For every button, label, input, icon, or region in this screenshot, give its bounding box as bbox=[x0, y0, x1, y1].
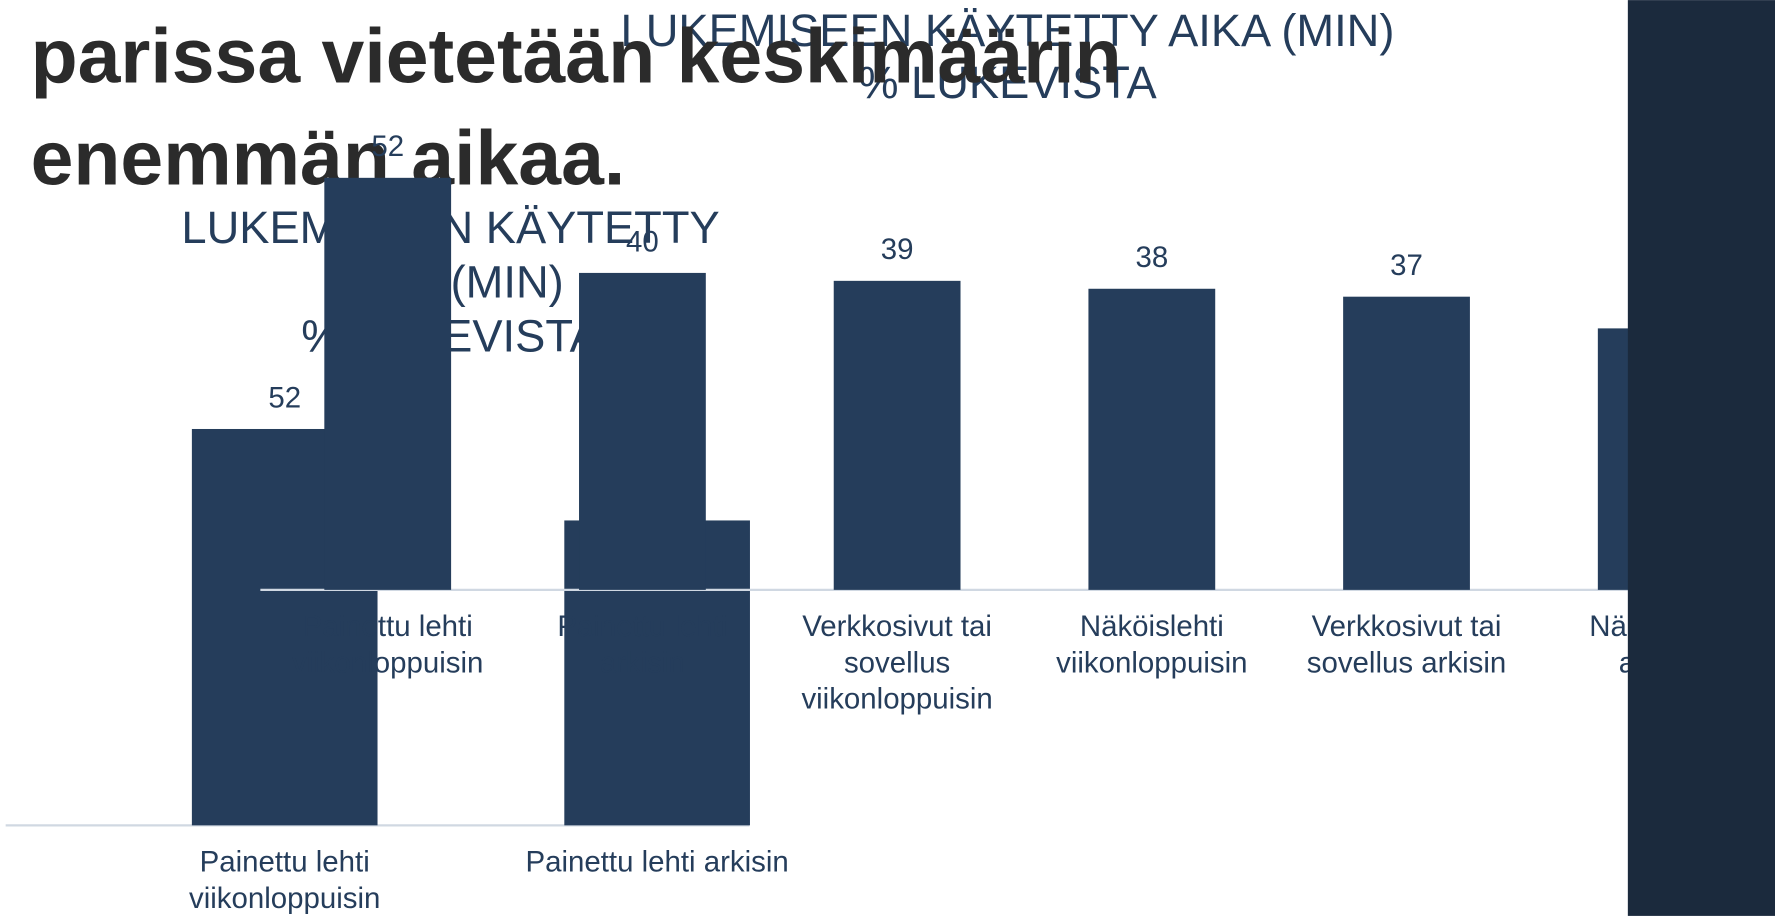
x-tick-label: sovellus bbox=[844, 646, 950, 679]
x-tick-label: sovellus arkisin bbox=[1307, 646, 1507, 679]
data-label: 52 bbox=[268, 381, 301, 414]
x-tick-label: Näköislehti bbox=[1080, 610, 1224, 643]
x-tick-label: Verkkosivut tai bbox=[1312, 610, 1502, 643]
x-tick-label: arkisin bbox=[600, 646, 685, 679]
chart-title: LUKEMISEEN KÄYTETTY AIKA (MIN) bbox=[621, 5, 1395, 56]
x-tick-label: viikonloppuisin bbox=[292, 646, 483, 679]
chart-title: % LUKEVISTA bbox=[858, 57, 1157, 108]
data-label: 38 bbox=[1135, 241, 1168, 274]
data-label: 40 bbox=[626, 225, 659, 258]
bar bbox=[1343, 296, 1470, 590]
x-tick-label: viikonloppuisin bbox=[189, 882, 380, 915]
bar bbox=[833, 280, 961, 590]
x-tick-label: Painettu lehti bbox=[200, 846, 370, 879]
heading: parissa vietetään keskimäärin bbox=[31, 14, 1122, 100]
x-tick-label: Painettu lehti bbox=[557, 610, 727, 643]
bar bbox=[579, 272, 706, 590]
data-label: 37 bbox=[1390, 249, 1423, 282]
x-tick-label: Verkkosivut tai bbox=[802, 610, 992, 643]
data-label: 52 bbox=[371, 130, 404, 163]
bar bbox=[1088, 288, 1216, 590]
x-tick-label: viikonloppuisin bbox=[801, 683, 992, 716]
x-tick-label: Painettu lehti bbox=[303, 610, 473, 643]
data-label: 39 bbox=[881, 233, 914, 266]
side-panel bbox=[1627, 0, 1775, 916]
x-tick-label: viikonloppuisin bbox=[1056, 646, 1247, 679]
x-tick-label: Painettu lehti arkisin bbox=[525, 846, 788, 879]
bar bbox=[324, 177, 452, 590]
